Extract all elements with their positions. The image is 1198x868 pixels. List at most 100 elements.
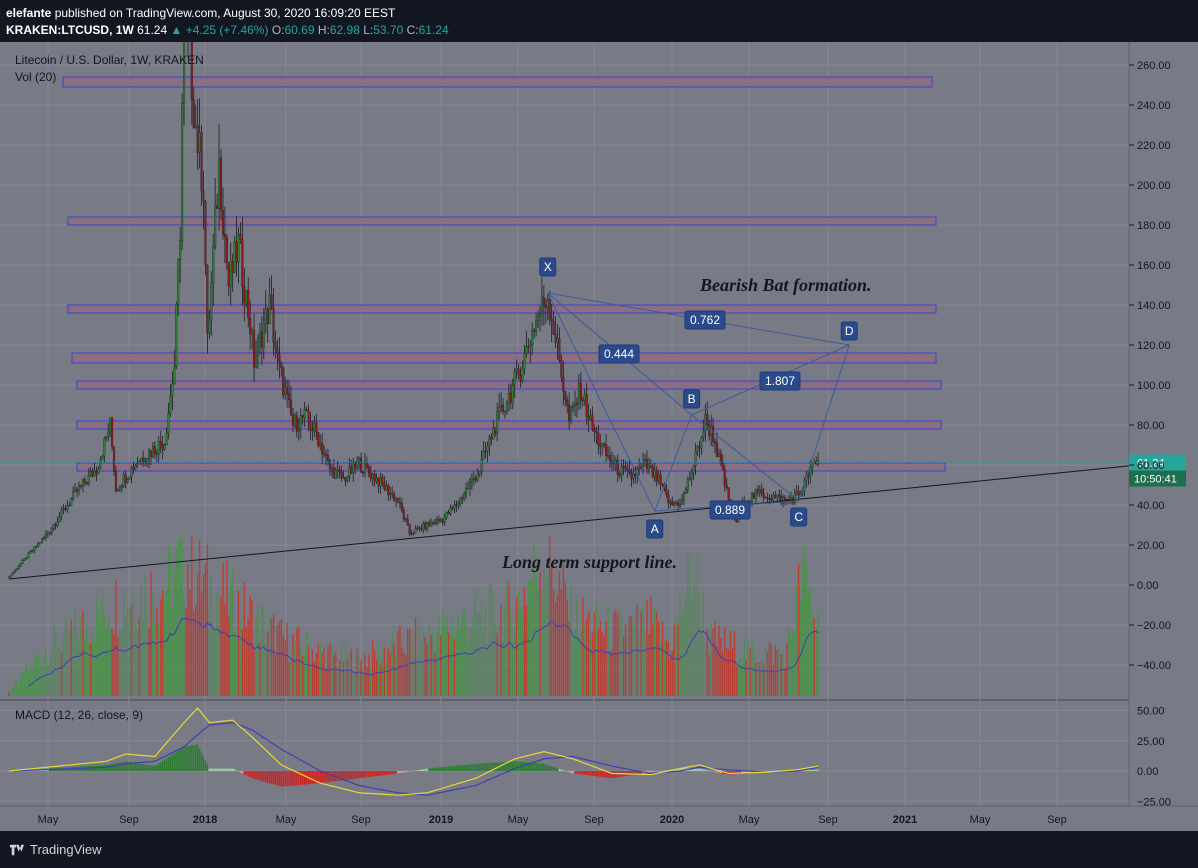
- macd-histogram-bar: [583, 771, 586, 775]
- ratio-bcd-label[interactable]: 1.807: [759, 371, 801, 391]
- candle-body: [225, 236, 228, 263]
- macd-histogram-bar: [218, 768, 220, 771]
- resistance-zone[interactable]: [62, 76, 933, 88]
- macd-histogram-bar: [358, 771, 360, 779]
- overlays[interactable]: X A B C D 0.444 0.762 1.807 0.889 61.24 10:50:41: [0, 257, 1186, 580]
- ratio-xd-label-bg: [684, 310, 726, 330]
- candle-body: [76, 489, 79, 492]
- volume-bar: [60, 651, 63, 696]
- candle-body: [651, 466, 654, 477]
- volume-bar: [716, 646, 718, 696]
- volume-bar: [117, 636, 119, 696]
- candle-body: [171, 383, 174, 396]
- time-tick-label: 2019: [429, 814, 453, 826]
- volume-bar: [208, 610, 211, 696]
- macd-histogram-bar: [336, 771, 339, 781]
- volume-bar: [222, 562, 224, 696]
- support-label[interactable]: Long term support line.: [501, 552, 677, 572]
- resistance-zone[interactable]: [76, 420, 942, 430]
- volume-bar: [445, 615, 448, 696]
- volume-bar: [121, 630, 123, 696]
- resistance-zone[interactable]: [67, 304, 937, 314]
- macd-histogram-bar: [294, 771, 296, 786]
- resistance-zone[interactable]: [76, 462, 946, 472]
- macd-histogram-bar: [556, 768, 559, 771]
- pattern-leg[interactable]: [547, 292, 656, 512]
- candle-body: [445, 512, 448, 518]
- pattern-leg[interactable]: [798, 344, 850, 502]
- macd-histogram-bar: [249, 771, 251, 778]
- pattern-leg[interactable]: [691, 414, 799, 502]
- volume-bar: [595, 601, 598, 696]
- volume-bar: [566, 599, 568, 696]
- macd-histogram-bar: [628, 771, 631, 776]
- ratio-xd-label[interactable]: 0.762: [684, 310, 726, 330]
- volume-bar: [99, 620, 102, 696]
- chart-canvas[interactable]: X A B C D 0.444 0.762 1.807 0.889 61.24 10:50:41 2…: [0, 42, 1198, 831]
- candle-body: [313, 422, 316, 431]
- ratio-xab-label[interactable]: 0.444: [598, 344, 640, 364]
- point-d-label[interactable]: D: [840, 321, 858, 341]
- resistance-zone[interactable]: [71, 352, 937, 364]
- published-text: published on TradingView.com, August 30,…: [54, 6, 396, 20]
- volume-bar: [502, 642, 504, 696]
- volume-bar: [33, 655, 35, 696]
- candle-body: [334, 470, 337, 479]
- volume-bar: [428, 622, 430, 696]
- support-trendline[interactable]: [8, 465, 1130, 580]
- volume-bar: [54, 631, 57, 696]
- ratio-abc-label[interactable]: 0.889: [709, 500, 751, 520]
- candle-body: [23, 558, 26, 561]
- candle-body: [324, 454, 328, 456]
- volume-bar: [780, 654, 782, 696]
- candle-body: [706, 414, 709, 425]
- candle-body: [221, 210, 225, 235]
- last-price: 61.24: [137, 23, 168, 37]
- point-b-label[interactable]: B: [683, 389, 701, 409]
- pattern-title[interactable]: Bearish Bat formation.: [699, 275, 872, 295]
- volume-bar: [307, 646, 310, 696]
- candle-body: [684, 489, 687, 494]
- volume-bar: [31, 668, 34, 696]
- macd-histogram-bar: [511, 761, 514, 771]
- volume-bar: [391, 633, 393, 696]
- candle-body: [634, 473, 637, 477]
- candle-body: [352, 462, 355, 474]
- candle-body: [700, 437, 703, 449]
- macd-histogram-bar: [243, 771, 246, 775]
- volume-bar: [729, 631, 732, 696]
- candle-body: [480, 459, 483, 472]
- macd-histogram-bar: [319, 771, 321, 784]
- tradingview-logo[interactable]: TradingView: [10, 842, 102, 857]
- point-x-label[interactable]: X: [539, 257, 557, 277]
- macd-histogram-bar: [142, 764, 145, 771]
- volume-bar: [101, 588, 104, 696]
- volume-bar: [350, 649, 353, 696]
- volume-bar: [696, 554, 699, 696]
- candle-body: [340, 472, 343, 478]
- macd-histogram-bar: [109, 764, 111, 771]
- candle-body: [147, 450, 151, 459]
- volume-bar: [142, 619, 144, 696]
- volume-bar: [395, 655, 397, 696]
- candle-body: [558, 338, 561, 361]
- candle-body: [270, 294, 273, 309]
- candle-body: [274, 342, 277, 349]
- volume-bar: [296, 628, 298, 696]
- volume-bar: [694, 586, 697, 696]
- macd-histogram-bar: [241, 771, 244, 774]
- volume-bar: [508, 582, 510, 696]
- macd-histogram-bar: [329, 771, 331, 782]
- point-a-label[interactable]: A: [646, 519, 664, 539]
- candle-body: [245, 290, 248, 304]
- candle-body: [31, 550, 34, 552]
- candle-body: [492, 427, 495, 440]
- resistance-zone[interactable]: [67, 216, 937, 226]
- macd-histogram-bar: [128, 761, 131, 771]
- point-c-label[interactable]: C: [790, 507, 808, 527]
- candle-body: [762, 493, 765, 498]
- author-name[interactable]: elefante: [6, 6, 52, 20]
- candle-body: [204, 200, 207, 266]
- pattern-leg[interactable]: [654, 414, 693, 512]
- volume-bar: [224, 604, 226, 696]
